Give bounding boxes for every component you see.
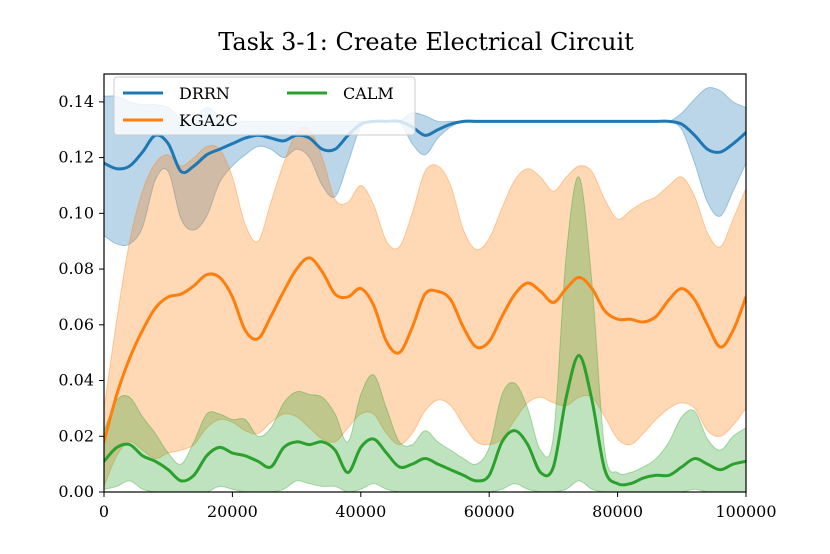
x-tick-label: 40000 [335,502,386,521]
y-tick-label: 0.06 [58,315,94,334]
legend-label-calm: CALM [343,84,394,103]
y-tick-label: 0.02 [58,426,94,445]
x-tick-label: 100000 [715,502,776,521]
y-tick-label: 0.14 [58,92,94,111]
y-tick-label: 0.04 [58,371,94,390]
x-tick-label: 80000 [592,502,643,521]
line-calm [104,353,746,487]
x-tick-label: 20000 [207,502,258,521]
x-tick-label: 60000 [464,502,515,521]
y-tick-label: 0.00 [58,482,94,501]
line-kga2c [104,256,746,444]
legend: DRRN KGA2C CALM [113,76,416,136]
band-calm [104,176,746,492]
axes: 0 20000 40000 60000 80000 100000 0.00 0.02 0.04 0… [58,73,777,521]
chart-title: Task 3-1: Create Electrical Circuit [218,28,634,56]
legend-box [113,76,416,136]
legend-label-drrn: DRRN [179,84,230,103]
y-tick-label: 0.10 [58,203,94,222]
line-drrn [104,119,746,175]
x-tick-label: 0 [99,502,109,521]
confidence-bands [104,86,746,492]
y-tick-label: 0.12 [58,148,94,167]
legend-label-kga2c: KGA2C [179,111,238,130]
plot-frame [103,73,747,493]
y-tick-label: 0.08 [58,259,94,278]
series-lines [104,119,746,487]
